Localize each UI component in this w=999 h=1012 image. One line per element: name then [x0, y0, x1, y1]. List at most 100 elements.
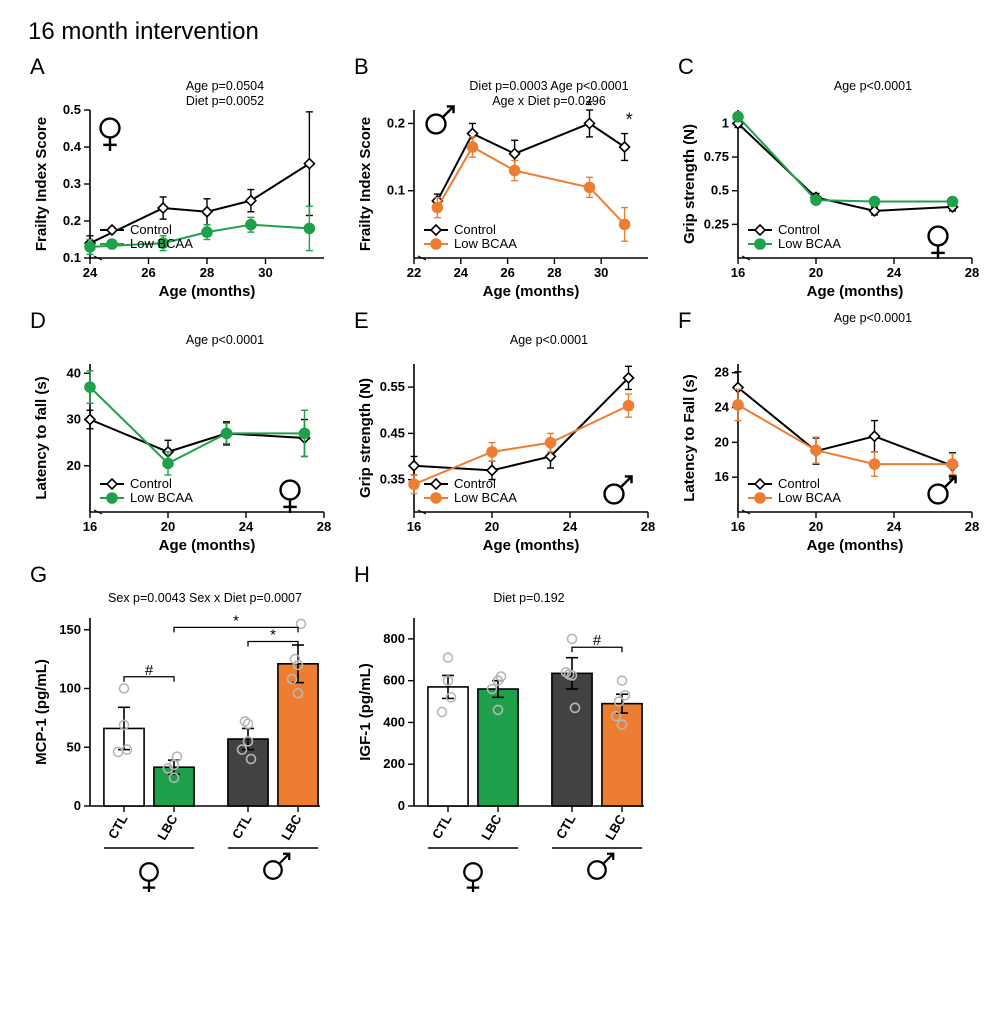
panel-grid: AAge p=0.0504Diet p=0.0052242628300.10.2…	[28, 54, 979, 892]
panel-E: EAge p<0.0001162024280.350.450.55Age (mo…	[352, 308, 662, 558]
scatter-point	[120, 684, 129, 693]
bar-label: CTL	[229, 812, 255, 841]
scatter-point	[618, 676, 627, 685]
y-tick: 0.5	[63, 102, 81, 117]
y-label: MCP-1 (pg/mL)	[33, 659, 50, 765]
y-tick: 1	[722, 115, 729, 130]
x-label: Age (months)	[483, 283, 580, 300]
stats-text: Age p<0.0001	[510, 333, 588, 347]
stats-text: Age p<0.0001	[186, 333, 264, 347]
stats-text: Diet p=0.192	[493, 591, 564, 605]
bar-label: CTL	[105, 812, 131, 841]
sig-mark: *	[270, 627, 276, 644]
x-tick: 26	[141, 265, 155, 280]
legend-label: Control	[130, 222, 172, 237]
panel-letter: D	[30, 308, 46, 333]
bar	[552, 673, 592, 806]
y-tick: 20	[67, 458, 81, 473]
x-tick: 28	[965, 265, 979, 280]
y-tick: 800	[383, 631, 405, 646]
y-tick: 0.1	[63, 250, 81, 265]
y-tick: 0.35	[380, 472, 405, 487]
y-tick: 30	[67, 412, 81, 427]
scatter-point	[568, 634, 577, 643]
bar	[278, 664, 318, 806]
x-label: Age (months)	[807, 537, 904, 554]
legend-label: Low BCAA	[454, 490, 517, 505]
panel-C: CAge p<0.0001162024280.250.50.751Age (mo…	[676, 54, 986, 304]
panel-D: DAge p<0.000116202428203040Age (months)L…	[28, 308, 338, 558]
bar	[478, 689, 518, 806]
legend-label: Control	[778, 476, 820, 491]
x-tick: 20	[809, 519, 823, 534]
y-tick: 100	[59, 681, 81, 696]
legend-label: Low BCAA	[454, 236, 517, 251]
bar	[428, 687, 468, 806]
x-tick: 24	[239, 519, 254, 534]
y-tick: 0	[74, 798, 81, 813]
legend-label: Low BCAA	[130, 236, 193, 251]
x-label: Age (months)	[483, 537, 580, 554]
y-tick: 16	[715, 469, 729, 484]
sig-mark: #	[145, 662, 154, 679]
y-tick: 20	[715, 434, 729, 449]
y-tick: 0.4	[63, 139, 82, 154]
bar-label: LBC	[154, 811, 181, 842]
x-tick: 28	[317, 519, 331, 534]
x-tick: 20	[485, 519, 499, 534]
y-label: Grip strength (N)	[681, 124, 698, 244]
x-tick: 26	[500, 265, 514, 280]
y-tick: 0.2	[387, 115, 405, 130]
bar-label: LBC	[602, 811, 629, 842]
panel-F: FAge p<0.00011620242816202428Age (months…	[676, 308, 986, 558]
scatter-point	[444, 653, 453, 662]
x-tick: 16	[83, 519, 97, 534]
panel-letter: G	[30, 562, 47, 587]
panel-H: HDiet p=0.1920200400600800IGF-1 (pg/mL)C…	[352, 562, 662, 892]
x-tick: 16	[731, 519, 745, 534]
panel-A: AAge p=0.0504Diet p=0.0052242628300.10.2…	[28, 54, 338, 304]
stats-text: Age p<0.0001	[834, 79, 912, 93]
y-tick: 0.55	[380, 379, 405, 394]
panel-G: GSex p=0.0043 Sex x Diet p=0.00070501001…	[28, 562, 338, 892]
stats-text: Diet p=0.0052	[186, 94, 264, 108]
x-tick: 22	[407, 265, 421, 280]
y-label: IGF-1 (pg/mL)	[357, 663, 374, 761]
legend-label: Control	[130, 476, 172, 491]
x-tick: 16	[407, 519, 421, 534]
panel-letter: E	[354, 308, 369, 333]
y-tick: 50	[67, 739, 81, 754]
panel-letter: C	[678, 54, 694, 79]
panel-letter: F	[678, 308, 691, 333]
x-label: Age (months)	[159, 537, 256, 554]
y-label: Grip strength (N)	[357, 378, 374, 498]
y-tick: 28	[715, 365, 729, 380]
x-tick: 16	[731, 265, 745, 280]
x-tick: 20	[161, 519, 175, 534]
legend-label: Control	[778, 222, 820, 237]
x-tick: 30	[594, 265, 608, 280]
legend-label: Control	[454, 222, 496, 237]
x-tick: 20	[809, 265, 823, 280]
x-tick: 24	[887, 519, 902, 534]
y-tick: 0.25	[704, 216, 729, 231]
bar-label: LBC	[478, 811, 505, 842]
y-tick: 0.5	[711, 183, 729, 198]
x-label: Age (months)	[807, 283, 904, 300]
bar-label: LBC	[278, 811, 305, 842]
figure-title: 16 month intervention	[28, 18, 979, 46]
stats-text: Age p<0.0001	[834, 311, 912, 325]
y-label: Frailty Index Score	[357, 117, 374, 251]
x-tick: 28	[965, 519, 979, 534]
y-tick: 150	[59, 622, 81, 637]
y-tick: 0.1	[387, 183, 405, 198]
sig-mark: *	[233, 612, 239, 629]
panel-letter: B	[354, 54, 369, 79]
y-tick: 40	[67, 365, 81, 380]
x-tick: 28	[641, 519, 655, 534]
bar-label: CTL	[429, 812, 455, 841]
stats-text: Age p=0.0504	[186, 79, 264, 93]
x-tick: 24	[454, 265, 469, 280]
y-tick: 600	[383, 673, 405, 688]
x-tick: 24	[83, 265, 98, 280]
